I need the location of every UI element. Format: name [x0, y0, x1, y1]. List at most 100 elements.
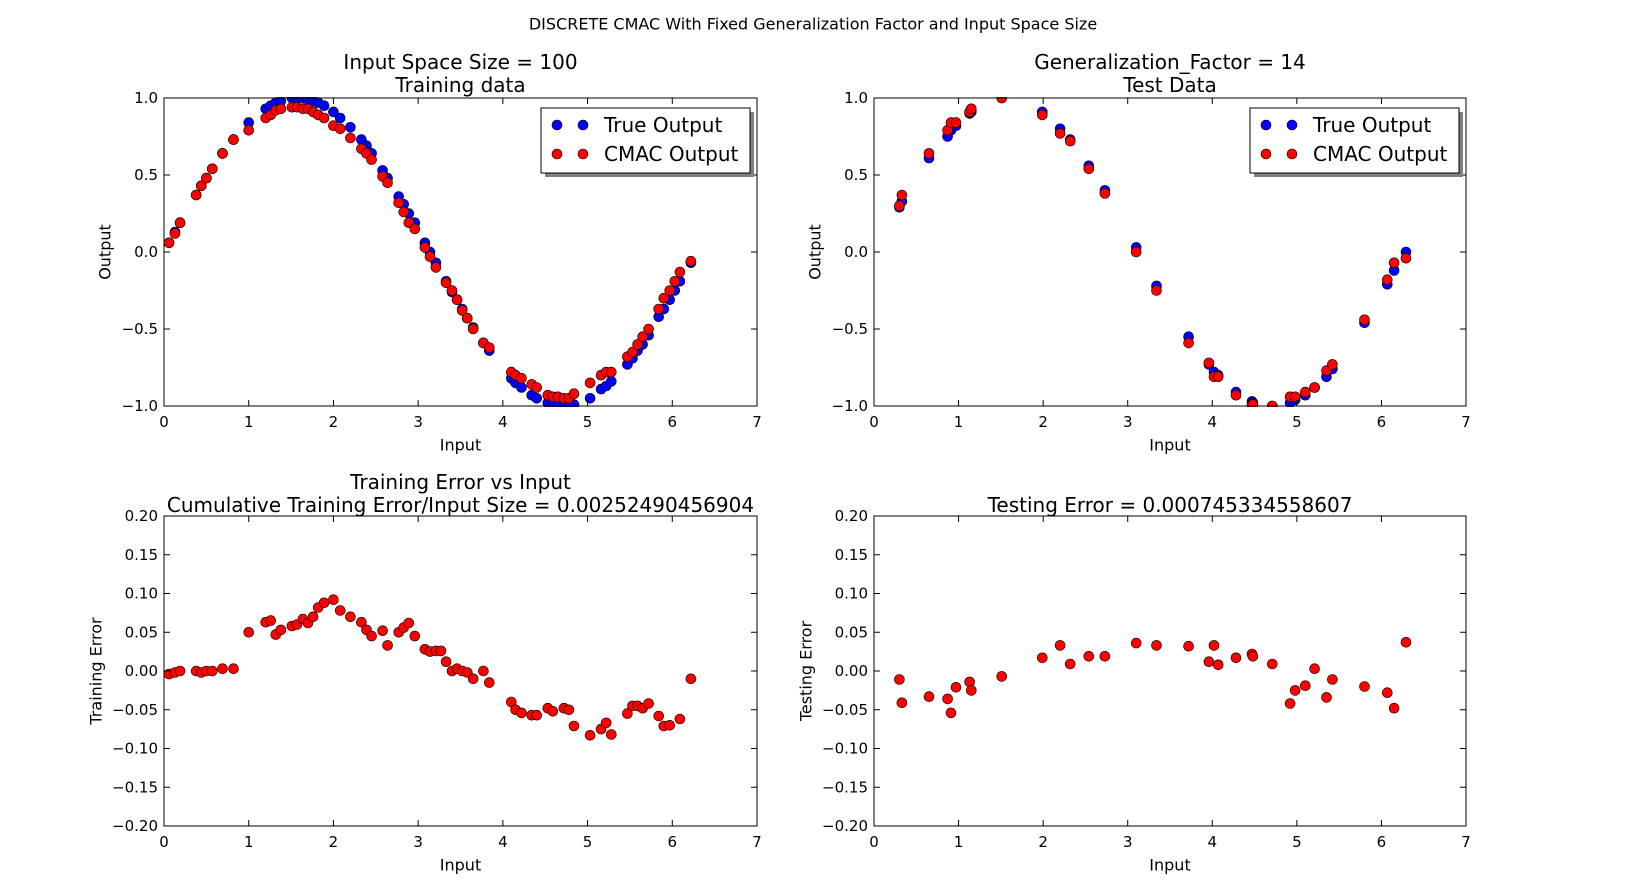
data-point [377, 625, 388, 637]
data-point [461, 312, 473, 324]
data-point [653, 710, 665, 722]
figure-title: DISCRETE CMAC With Fixed Generalization … [529, 15, 1097, 34]
data-point [1183, 640, 1194, 652]
x-tick-label: 5 [583, 833, 593, 851]
data-point [1212, 659, 1224, 671]
subplot-4: Testing Error = 0.000745334558607 0 1 2 3 4 5 6… [797, 493, 1471, 875]
data-point [483, 342, 495, 353]
legend: True Output CMAC Output [1249, 107, 1463, 177]
x-tick-label: 5 [1292, 833, 1302, 851]
data-point [1064, 658, 1076, 670]
y-tick-label: 0.05 [125, 623, 158, 641]
data-point [894, 200, 905, 212]
x-tick-label: 6 [668, 413, 678, 431]
data-point [467, 323, 479, 335]
data-point [483, 677, 495, 688]
data-point [228, 663, 239, 675]
data-point [1400, 252, 1412, 264]
legend-marker-cmac-output [1260, 148, 1272, 160]
data-point [318, 112, 330, 124]
y-tick-label: 0.10 [125, 585, 158, 603]
subplot-title: Training Error vs Input [349, 470, 571, 494]
data-point [658, 292, 670, 304]
legend-box [540, 107, 751, 174]
legend-label: CMAC Output [1313, 142, 1448, 166]
data-point [1289, 685, 1301, 696]
data-point [430, 262, 442, 273]
data-point [568, 720, 580, 732]
data-point [403, 617, 415, 629]
data-point [584, 392, 596, 404]
data-point [1208, 640, 1220, 651]
y-tick-label: −0.10 [822, 740, 868, 758]
data-point [1388, 702, 1400, 714]
data-point [894, 674, 905, 685]
legend: True Output CMAC Output [540, 107, 754, 177]
data-point [637, 331, 648, 343]
y-tick-label: −0.10 [112, 740, 158, 758]
data-point [1212, 371, 1224, 383]
data-point [382, 177, 393, 188]
legend-marker-cmac-output [551, 148, 563, 160]
data-point [653, 303, 665, 315]
data-point [196, 180, 207, 192]
y-tick-label: −0.05 [822, 701, 868, 719]
data-point [605, 729, 617, 740]
subplot-title: Generalization_Factor = 14 [1034, 50, 1306, 74]
data-point [265, 615, 277, 626]
y-tick-label: −1.0 [122, 397, 158, 415]
y-tick-label: 0.05 [835, 623, 868, 641]
data-point [1151, 640, 1162, 651]
subplot-title: Cumulative Training Error/Input Size = 0… [167, 493, 754, 517]
x-tick-label: 3 [413, 413, 423, 431]
data-point [896, 697, 908, 709]
y-tick-label: 1.0 [134, 89, 158, 107]
data-point [1247, 399, 1259, 407]
data-point [1083, 163, 1095, 175]
data-point [456, 305, 468, 316]
data-point [435, 645, 447, 657]
series-error [894, 636, 1412, 719]
y-tick-label: 0.15 [835, 546, 868, 564]
data-point [923, 691, 935, 702]
data-point [1037, 109, 1048, 121]
x-tick-label: 1 [244, 833, 254, 851]
data-point [945, 707, 957, 719]
data-point [1327, 359, 1338, 370]
x-tick-label: 7 [1461, 833, 1471, 851]
x-tick-label: 5 [1292, 413, 1302, 431]
x-tick-label: 1 [244, 413, 254, 431]
data-point [334, 112, 346, 124]
x-tick-label: 3 [1123, 833, 1133, 851]
y-tick-label: −1.0 [832, 397, 868, 415]
data-point [1309, 663, 1320, 675]
x-axis-label: Input [440, 436, 481, 455]
data-point [584, 377, 596, 389]
data-point [563, 704, 575, 716]
data-point [207, 665, 218, 677]
y-tick-label: −0.5 [832, 320, 868, 338]
data-point [440, 277, 452, 289]
data-point [1183, 337, 1194, 349]
data-point [345, 122, 356, 133]
x-tick-label: 6 [668, 833, 678, 851]
data-point [1203, 357, 1215, 369]
y-tick-label: −0.20 [112, 817, 158, 835]
data-point [1327, 674, 1338, 685]
data-point [664, 285, 676, 296]
x-tick-label: 2 [1038, 833, 1048, 851]
data-point [1064, 135, 1076, 147]
data-point [1099, 188, 1111, 199]
y-tick-label: −0.5 [122, 320, 158, 338]
data-point [674, 713, 686, 725]
data-point [275, 624, 287, 636]
y-tick-label: 0.5 [134, 166, 158, 184]
y-tick-label: 0.00 [835, 662, 868, 680]
data-point [664, 719, 676, 731]
data-point [965, 103, 977, 115]
series-cmac-output [894, 97, 1412, 407]
data-point [169, 228, 181, 239]
